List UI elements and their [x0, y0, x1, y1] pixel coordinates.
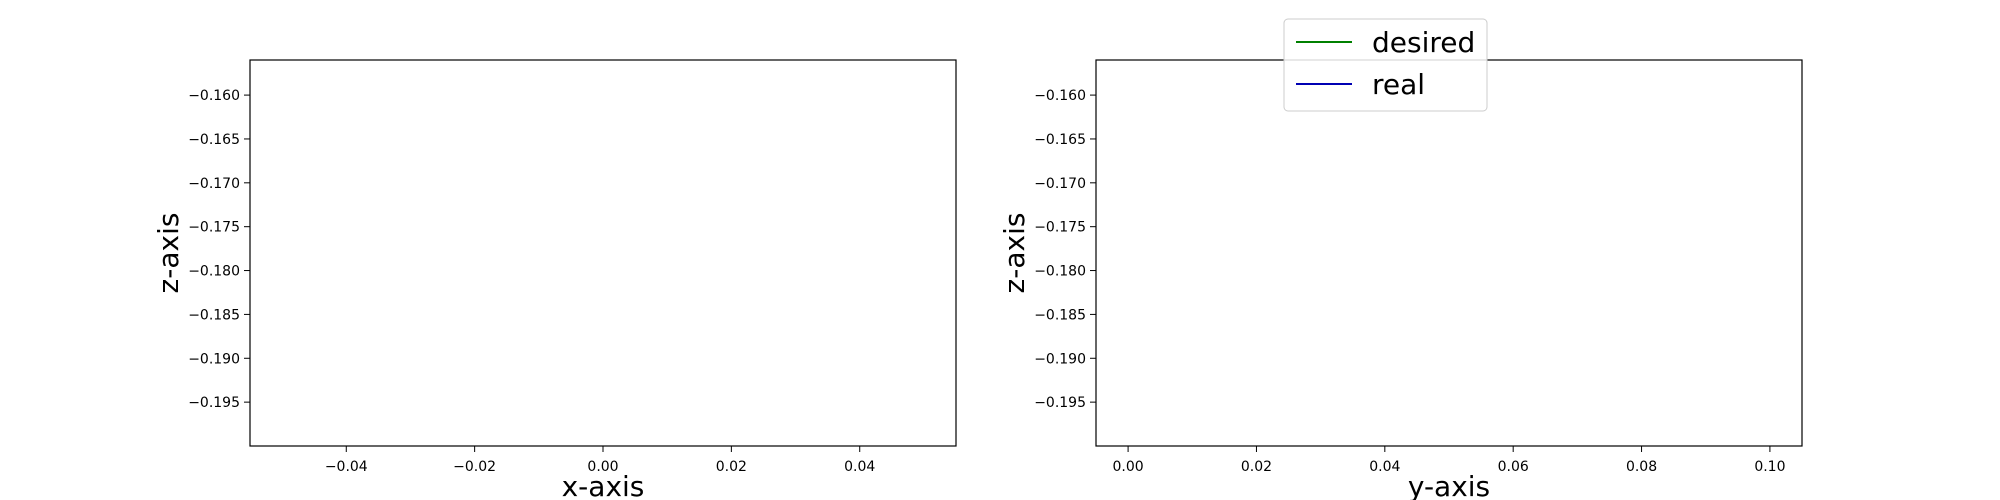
- x-tick-label-xz: 0.04: [844, 459, 875, 475]
- plot-area-xz: [249, 59, 957, 447]
- x-axis-label-yz: y-axis: [1408, 470, 1490, 500]
- x-tick-label-yz: 0.10: [1754, 459, 1785, 475]
- y-tick-label-xz: −0.185: [188, 307, 240, 323]
- x-tick-label-xz: −0.02: [453, 459, 496, 475]
- x-ticks-xz: −0.04 −0.02 0.00 0.02 0.04: [325, 446, 875, 475]
- y-tick-label-xz: −0.180: [188, 264, 240, 280]
- legend-label-real: real: [1372, 68, 1425, 101]
- subplot-xz: −0.04 −0.02 0.00 0.02 0.04 −0.160 −0.165 −0.17…: [152, 59, 957, 500]
- y-tick-label-yz: −0.185: [1034, 307, 1086, 323]
- y-ticks-yz: −0.160 −0.165 −0.170 −0.175 −0.180 −0.185 −0.1…: [1034, 88, 1096, 411]
- y-tick-label-yz: −0.160: [1034, 88, 1086, 104]
- x-tick-label-yz: 0.02: [1241, 459, 1272, 475]
- y-tick-label-yz: −0.180: [1034, 264, 1086, 280]
- y-tick-label-yz: −0.175: [1034, 220, 1086, 236]
- y-tick-label-yz: −0.195: [1034, 395, 1086, 411]
- legend-label-desired: desired: [1372, 26, 1475, 59]
- x-tick-label-xz: 0.02: [716, 459, 747, 475]
- y-tick-label-xz: −0.190: [188, 351, 240, 367]
- y-tick-label-xz: −0.170: [188, 176, 240, 192]
- legend: desired real: [1283, 18, 1488, 112]
- y-axis-label-yz: z-axis: [998, 213, 1031, 294]
- plot-area-yz: [1095, 59, 1803, 447]
- y-ticks-xz: −0.160 −0.165 −0.170 −0.175 −0.180 −0.185 −0.1…: [188, 88, 250, 411]
- y-tick-label-yz: −0.165: [1034, 132, 1086, 148]
- x-tick-label-yz: 0.00: [1113, 459, 1144, 475]
- x-tick-label-yz: 0.04: [1369, 459, 1400, 475]
- x-axis-label-xz: x-axis: [562, 470, 645, 500]
- y-tick-label-xz: −0.165: [188, 132, 240, 148]
- y-axis-label-xz: z-axis: [152, 213, 185, 294]
- subplot-yz: 0.00 0.02 0.04 0.06 0.08 0.10 −0.160−0.165−0.…: [998, 59, 1803, 500]
- y-tick-label-yz: −0.170: [1034, 176, 1086, 192]
- x-tick-label-xz: −0.04: [325, 459, 368, 475]
- x-ticks-yz: 0.00 0.02 0.04 0.06 0.08 0.10: [1113, 446, 1785, 475]
- y-tick-label-xz: −0.195: [188, 395, 240, 411]
- x-tick-label-xz: 0.00: [587, 459, 618, 475]
- y-tick-label-xz: −0.175: [188, 220, 240, 236]
- y-tick-label-yz: −0.190: [1034, 351, 1086, 367]
- x-tick-label-yz: 0.06: [1498, 459, 1529, 475]
- x-tick-label-yz: 0.08: [1626, 459, 1657, 475]
- y-tick-label-xz: −0.160: [188, 88, 240, 104]
